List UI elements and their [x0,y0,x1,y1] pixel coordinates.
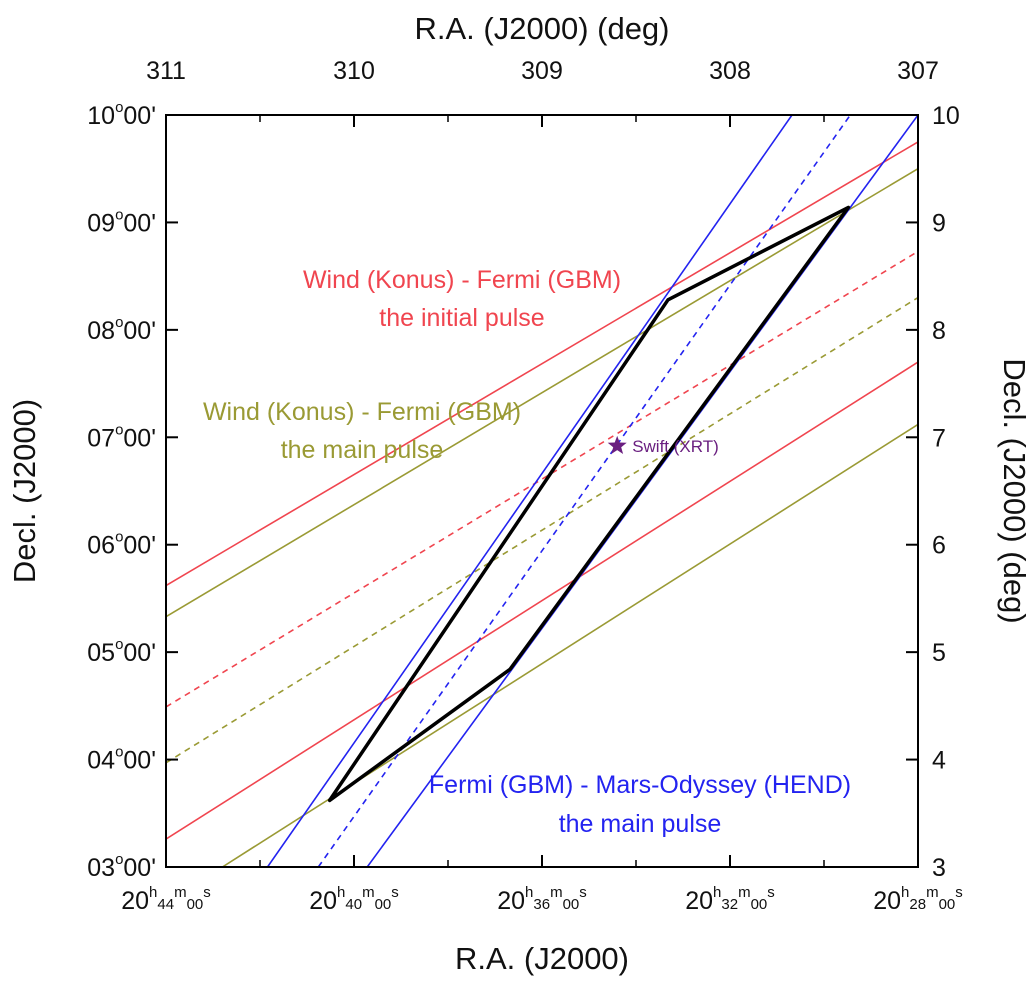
annotation-gbm-hend-main: Fermi (GBM) - Mars-Odyssey (HEND) the ma… [429,771,851,838]
right-tick-label-7: 3 [932,854,946,882]
left-tick-label-5: 05o00' [87,636,156,667]
left-tick-label-7: 03o00' [87,851,156,882]
top-tick-label-0: 311 [146,57,186,85]
top-tick-label-3: 308 [709,57,751,85]
bottom-tick-label-0: 20h44m00s [121,884,211,915]
annotation-konus-gbm-initial-line1: Wind (Konus) - Fermi (GBM) [303,266,621,294]
top-tick-label-2: 309 [521,57,563,85]
top-tick-label-1: 310 [333,57,375,85]
top-axis-title: R.A. (J2000) (deg) [415,11,670,46]
left-tick-label-1: 09o00' [87,206,156,237]
series-line-gbm-hend-main-7 [317,115,851,867]
annotation-gbm-hend-main-line2: the main pulse [559,810,722,838]
swift-xrt-label: Swift (XRT) [632,437,719,456]
error-box-layer [327,205,851,803]
series-line-konus-gbm-initial-2 [166,361,918,840]
error-box [327,205,851,803]
series-line-konus-gbm-initial-0 [166,141,918,587]
series-line-konus-gbm-main-3 [166,168,918,618]
annotation-konus-gbm-main: Wind (Konus) - Fermi (GBM) the main puls… [203,398,521,464]
right-tick-label-3: 7 [932,424,946,452]
annotation-konus-gbm-main-line2: the main pulse [281,436,444,464]
bottom-axis-title: R.A. (J2000) [455,941,629,976]
annotation-konus-gbm-main-line1: Wind (Konus) - Fermi (GBM) [203,398,521,426]
series-line-konus-gbm-initial-1 [166,250,918,708]
bottom-tick-label-1: 20h40m00s [309,884,399,915]
left-tick-label-0: 10o00' [87,99,156,130]
tick-layer: 20h44m00s 20h40m00s 20h36m00s 20h32m00s 20h2… [87,57,963,915]
annotation-konus-gbm-initial-line2: the initial pulse [379,304,544,332]
swift-xrt-star-icon [607,435,627,454]
left-tick-label-3: 07o00' [87,421,156,452]
right-tick-label-1: 9 [932,209,946,237]
left-tick-label-6: 04o00' [87,744,156,775]
annotation-konus-gbm-initial: Wind (Konus) - Fermi (GBM) the initial p… [303,266,621,332]
left-axis-title: Decl. (J2000) [7,399,42,583]
left-tick-label-2: 08o00' [87,314,156,345]
right-tick-label-0: 10 [932,102,960,130]
right-tick-label-4: 6 [932,532,946,560]
series-line-konus-gbm-main-4 [166,296,918,764]
right-tick-label-6: 4 [932,747,946,775]
bottom-tick-label-2: 20h36m00s [497,884,587,915]
right-axis-title: Decl. (J2000) (deg) [997,358,1031,623]
bottom-tick-label-3: 20h32m00s [685,884,775,915]
right-tick-label-5: 5 [932,639,946,667]
annotation-gbm-hend-main-line1: Fermi (GBM) - Mars-Odyssey (HEND) [429,771,851,799]
left-tick-label-4: 06o00' [87,529,156,560]
marker-layer: Swift (XRT) [607,435,719,456]
right-tick-label-2: 8 [932,317,946,345]
series-line-gbm-hend-main-6 [266,115,793,867]
top-tick-label-4: 307 [897,57,939,85]
bottom-tick-label-4: 20h28m00s [873,884,963,915]
